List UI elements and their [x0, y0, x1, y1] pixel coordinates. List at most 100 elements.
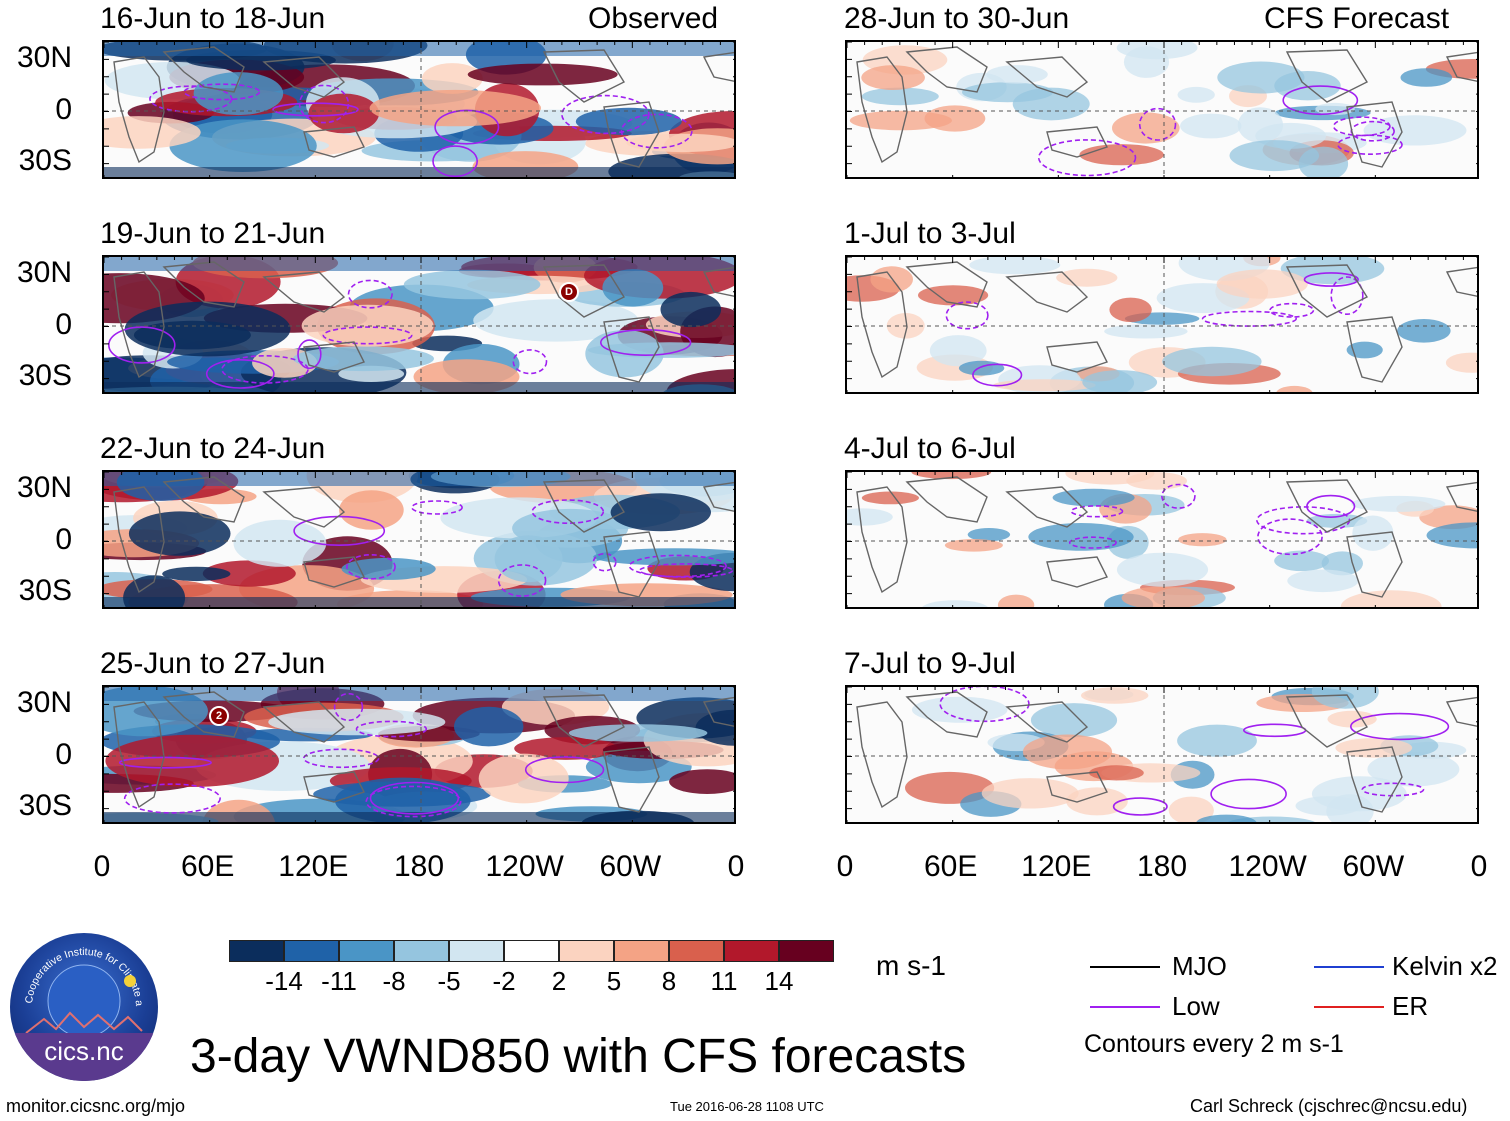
wind-anomaly-blob	[268, 708, 446, 736]
legend-kelvin-line	[1314, 966, 1384, 968]
panel-title-obs-4: 25-Jun to 27-Jun	[100, 647, 326, 680]
low-contour-line	[1303, 272, 1359, 287]
main-title: 3-day VWND850 with CFS forecasts	[190, 1030, 967, 1083]
wind-anomaly-blob	[403, 269, 541, 300]
colorbar-tick-10: 14	[764, 966, 794, 996]
map-panel-fcst-4	[845, 685, 1479, 824]
lon-label-fcst-2: 60E	[923, 850, 978, 883]
map-panel-obs-2	[102, 255, 736, 394]
wind-anomaly-blob	[1315, 102, 1355, 116]
wind-anomaly-blob	[1112, 112, 1180, 144]
colorbar-tick-9: 11	[710, 966, 738, 996]
wind-anomaly-blob	[944, 539, 1003, 552]
coastline	[1005, 701, 1089, 743]
wind-anomaly-blob	[1327, 710, 1377, 728]
panel-title-obs-1: 16-Jun to 18-Jun	[100, 2, 326, 35]
low-contour-line	[939, 687, 1030, 723]
coastline	[1346, 746, 1403, 813]
wind-anomaly-blob	[967, 528, 1011, 542]
coastline	[603, 101, 660, 168]
coastline	[1285, 479, 1369, 533]
coastline	[905, 476, 988, 523]
colorbar-box-7	[559, 940, 614, 962]
low-contour-line	[592, 552, 617, 572]
wind-anomaly-blob	[861, 65, 925, 90]
wind-anomaly-blob	[1216, 269, 1308, 299]
colorbar-box-1	[229, 940, 284, 962]
wind-anomaly-blob	[1445, 352, 1477, 373]
wind-anomaly-blob	[911, 472, 992, 480]
wind-anomaly-blob	[105, 734, 279, 787]
coastline	[542, 694, 626, 748]
coastline	[162, 476, 245, 523]
wind-anomaly-blob	[162, 566, 231, 582]
coastline	[1445, 481, 1477, 512]
lat-label-p2-2: 0	[55, 308, 72, 341]
colorbar-units: m s-1	[876, 950, 946, 981]
footer-timestamp: Tue 2016-06-28 1108 UTC	[670, 1099, 824, 1114]
wind-anomaly-blob	[1180, 113, 1242, 139]
low-contour-line	[1330, 276, 1364, 315]
coastline	[162, 261, 245, 308]
wind-anomaly-blob	[467, 63, 618, 86]
low-contour-line	[355, 720, 428, 738]
lon-label-fcst-6: 60W	[1342, 850, 1405, 883]
lat-label-p4-1: 30N	[16, 686, 72, 719]
legend-mjo-label: MJO	[1172, 951, 1227, 981]
colorbar-box-11	[779, 940, 834, 962]
wind-anomaly-blob	[1168, 796, 1214, 822]
footer-url: monitor.cicsnc.org/mjo	[6, 1096, 186, 1116]
wind-anomaly-blob	[861, 87, 939, 106]
wind-anomaly-blob	[133, 320, 251, 350]
coastline	[856, 271, 908, 379]
wind-anomaly-blob	[669, 769, 734, 794]
coastline	[1046, 126, 1108, 158]
low-contour-line	[293, 515, 386, 547]
logo-graphic: Cooperative Institute for Climate and Sa…	[10, 933, 158, 1081]
wind-anomaly-blob	[1177, 86, 1215, 103]
storm-marker-2-label: 2	[215, 710, 223, 722]
lat-label-p1-2: 0	[55, 93, 72, 126]
wind-anomaly-blob	[1081, 687, 1149, 704]
panel-title-fcst-2: 1-Jul to 3-Jul	[844, 217, 1016, 250]
wind-anomaly-blob	[1116, 42, 1198, 60]
lon-label-fcst-1: 0	[836, 850, 854, 883]
wind-anomaly-blob	[695, 709, 734, 746]
colorbar-box-8	[614, 940, 669, 962]
low-contour-line	[1282, 85, 1359, 116]
coastline	[1005, 486, 1089, 528]
wind-anomaly-blob	[924, 105, 986, 132]
map-obs-2	[104, 257, 734, 392]
low-contour-line	[333, 692, 364, 722]
wind-anomaly-blob	[1052, 488, 1135, 507]
forecast-label: CFS Forecast	[1264, 2, 1450, 35]
low-contour-line	[123, 783, 221, 814]
low-contour-line	[1210, 778, 1287, 810]
wind-anomaly-blob	[1056, 268, 1118, 287]
coastline	[1005, 271, 1089, 313]
low-contour-line	[1070, 505, 1124, 518]
coastline	[1445, 51, 1477, 82]
wind-anomaly-blob	[1079, 144, 1164, 166]
colorbar-box-10	[724, 940, 779, 962]
footer-author: Carl Schreck (cjschrec@ncsu.edu)	[1190, 1096, 1468, 1116]
polar-band-south	[104, 597, 734, 607]
wind-anomaly-blob	[1022, 734, 1113, 770]
wind-anomaly-blob	[1066, 787, 1128, 816]
colorbar-box-6	[504, 940, 559, 962]
coastline	[113, 271, 165, 379]
map-panel-obs-1	[102, 40, 736, 179]
wind-anomaly-blob	[861, 491, 919, 505]
low-contour-line	[1037, 139, 1137, 177]
low-contour-line	[1161, 483, 1196, 509]
wind-anomaly-blob	[1287, 569, 1359, 593]
map-obs-4	[104, 687, 734, 822]
colorbar-tick-5: -2	[492, 966, 516, 996]
low-contour-line	[347, 279, 393, 309]
low-contour-line	[1337, 134, 1403, 155]
observed-label: Observed	[588, 2, 719, 35]
wind-anomaly-blob	[369, 89, 541, 127]
map-panel-fcst-1	[845, 40, 1479, 179]
coastline	[603, 746, 660, 813]
logo-name: cics.nc	[44, 1036, 123, 1066]
